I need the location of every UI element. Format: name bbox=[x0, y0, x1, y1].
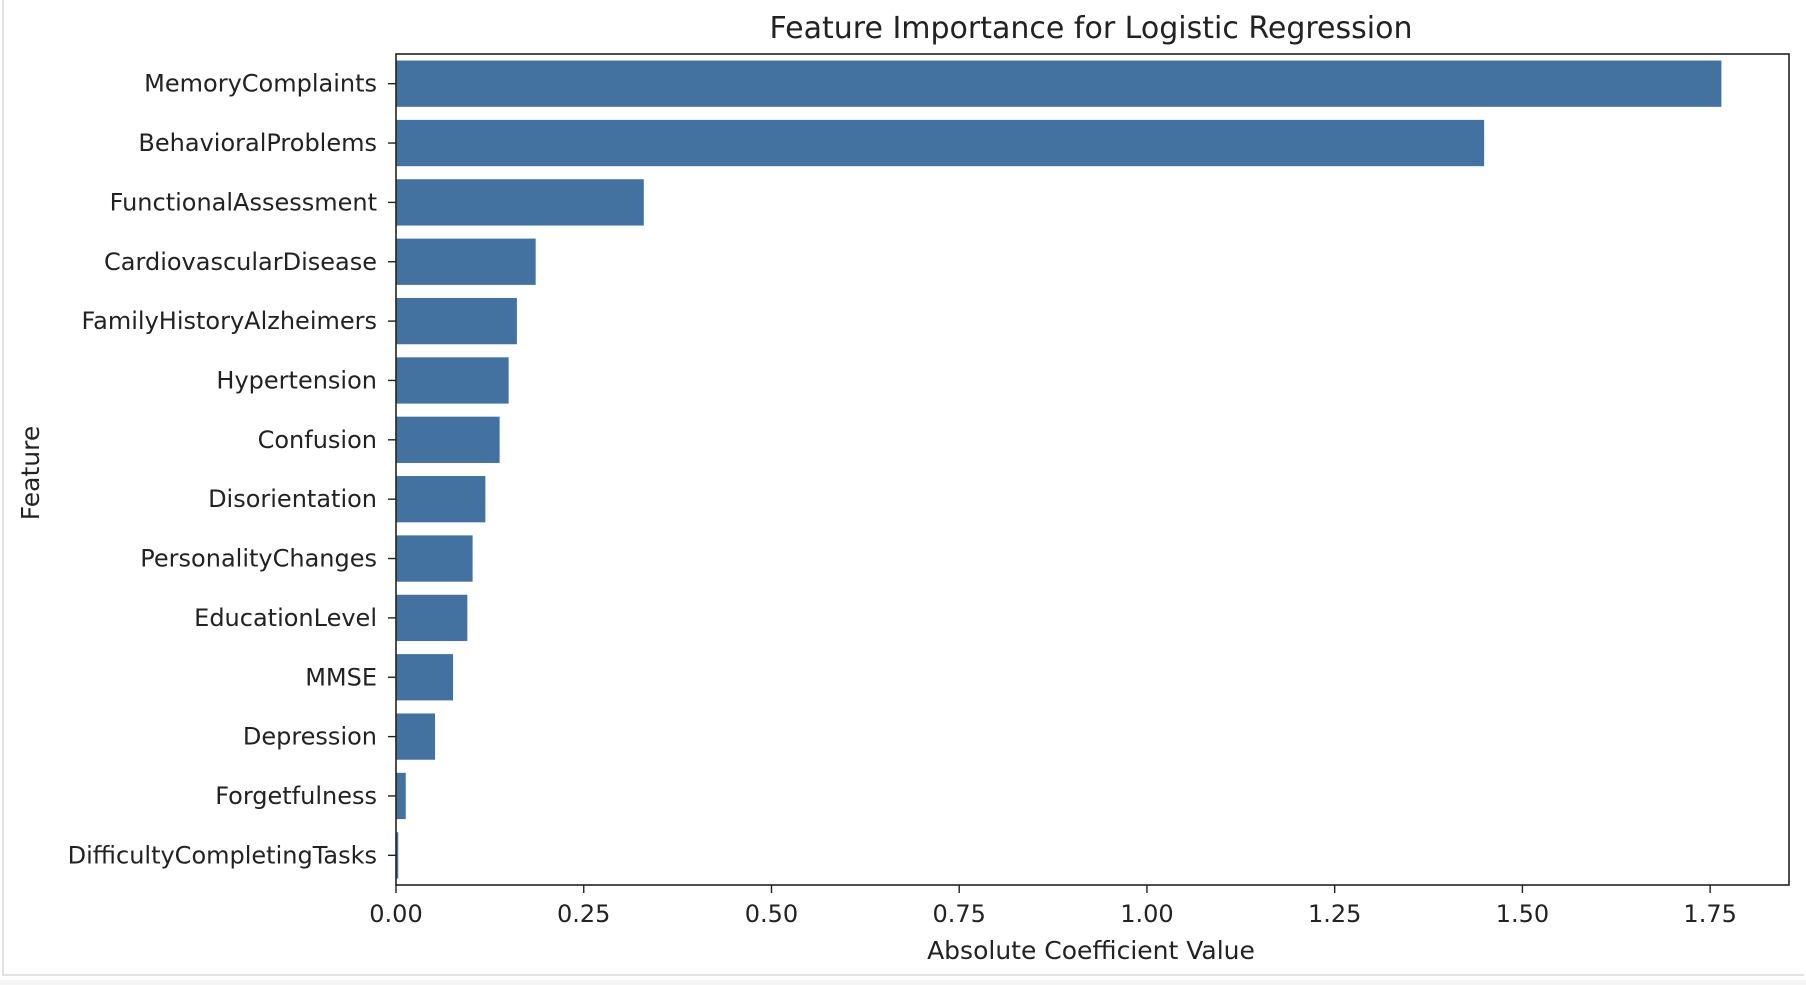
x-tick-label: 1.75 bbox=[1683, 900, 1736, 928]
x-tick-label: 1.50 bbox=[1496, 900, 1549, 928]
x-tick-label: 0.25 bbox=[557, 900, 610, 928]
bar-EducationLevel bbox=[396, 594, 468, 642]
y-axis-label: Feature bbox=[16, 426, 45, 520]
bar-MMSE bbox=[396, 654, 454, 701]
bar-CardiovascularDisease bbox=[396, 238, 536, 285]
bar-Forgetfulness bbox=[396, 772, 406, 820]
y-tick-label: DifficultyCompletingTasks bbox=[68, 841, 377, 869]
y-tick-label: Hypertension bbox=[216, 366, 377, 394]
y-tick-label: Confusion bbox=[258, 426, 377, 454]
bar-PersonalityChanges bbox=[396, 535, 473, 582]
x-tick-label: 0.00 bbox=[369, 900, 422, 928]
x-tick-label: 0.75 bbox=[932, 900, 985, 928]
x-tick-label: 1.00 bbox=[1120, 900, 1173, 928]
x-tick-label: 0.50 bbox=[745, 900, 798, 928]
y-tick-label: CardiovascularDisease bbox=[104, 248, 377, 276]
y-tick-label: Forgetfulness bbox=[215, 782, 377, 810]
y-axis-ticks: MemoryComplaints BehavioralProblems Functi… bbox=[68, 70, 396, 869]
bar-DifficultyCompletingTasks bbox=[396, 832, 399, 879]
bar-Depression bbox=[396, 713, 436, 760]
y-tick-label: MMSE bbox=[305, 663, 377, 691]
y-tick-label: PersonalityChanges bbox=[140, 545, 377, 573]
bar-FunctionalAssessment bbox=[396, 179, 644, 226]
bar-MemoryComplaints bbox=[396, 60, 1722, 107]
bar-Disorientation bbox=[396, 476, 486, 523]
bar-Hypertension bbox=[396, 357, 509, 404]
y-tick-label: Disorientation bbox=[208, 485, 377, 513]
bars-group bbox=[396, 60, 1722, 879]
x-tick-label: 1.25 bbox=[1308, 900, 1361, 928]
chart-title: Feature Importance for Logistic Regressi… bbox=[770, 11, 1413, 46]
bar-FamilyHistoryAlzheimers bbox=[396, 297, 517, 345]
y-tick-label: FamilyHistoryAlzheimers bbox=[82, 307, 377, 335]
x-axis-label: Absolute Coefficient Value bbox=[927, 936, 1255, 965]
bar-BehavioralProblems bbox=[396, 119, 1485, 167]
bar-Confusion bbox=[396, 416, 500, 463]
plot-frame bbox=[395, 53, 1790, 886]
y-tick-label: MemoryComplaints bbox=[144, 70, 377, 98]
y-tick-label: FunctionalAssessment bbox=[110, 188, 377, 216]
y-tick-label: EducationLevel bbox=[194, 604, 377, 632]
y-tick-label: Depression bbox=[243, 723, 377, 751]
x-axis-ticks: 0.00 0.25 0.50 0.75 1.00 1.25 1.50 1.75 bbox=[369, 885, 1737, 928]
y-tick-label: BehavioralProblems bbox=[138, 129, 377, 157]
